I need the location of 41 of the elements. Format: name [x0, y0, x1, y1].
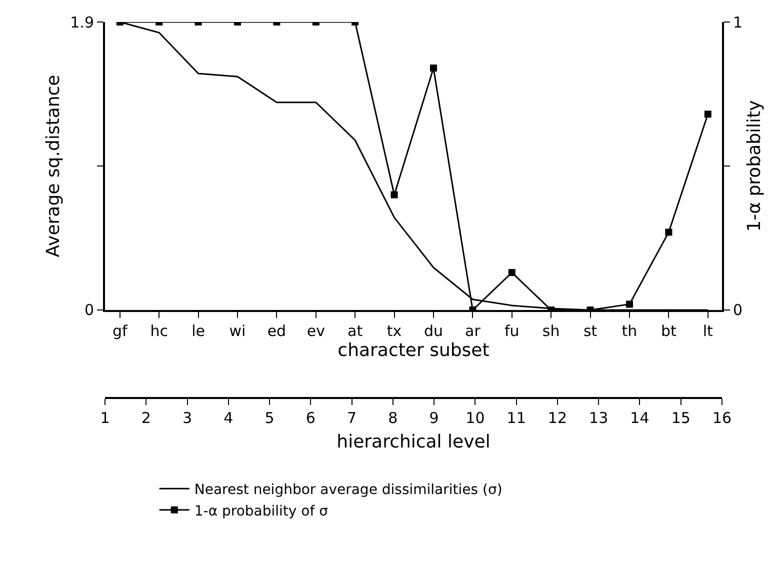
x-tick-label: du [424, 322, 444, 340]
x-tick-label: le [192, 322, 205, 340]
y2-tick-label: 1 [733, 13, 743, 32]
x2-tick-label: 15 [671, 408, 690, 427]
x2-axis-title: hierarchical level [336, 432, 490, 452]
x2-tick-label: 16 [712, 408, 732, 427]
x-tick-label: wi [229, 322, 246, 340]
x-tick-label: lt [702, 322, 714, 340]
x-tick-label: hc [150, 322, 168, 340]
x2-tick-label: 4 [224, 408, 234, 427]
x2-tick-label: 7 [347, 408, 357, 427]
x-tick-label: st [583, 322, 598, 340]
x-tick-label: bt [660, 322, 677, 340]
y2-tick-label: 0 [733, 301, 743, 320]
x2-tick-label: 13 [589, 408, 608, 427]
x-tick-label: sh [542, 322, 560, 340]
legend-label: Nearest neighbor average dissimilarities (σ) [194, 482, 502, 498]
x2-tick-label: 2 [141, 408, 151, 427]
x-tick-label: ev [306, 322, 326, 340]
x-tick-label: gf [112, 322, 128, 340]
x-tick-label: tx [386, 322, 402, 340]
x2-tick-label: 10 [466, 408, 485, 427]
x2-tick-label: 3 [182, 408, 192, 427]
y2-axis-title: 1-α probability [744, 100, 766, 232]
y-tick-label: 1.9 [70, 13, 94, 32]
x-tick-label: th [622, 322, 638, 340]
x2-tick-label: 14 [630, 408, 650, 427]
x2-tick-label: 5 [264, 408, 274, 427]
legend-label: 1-α probability of σ [194, 503, 328, 520]
y-axis-title: Average sq.distance [42, 74, 64, 258]
x-axis-title: character subset [338, 340, 490, 361]
x2-tick-label: 11 [506, 408, 526, 427]
x-tick-label: ed [267, 322, 286, 340]
x-tick-label: fu [504, 322, 520, 340]
x2-tick-label: 8 [388, 408, 398, 427]
x2-tick-label: 12 [548, 408, 568, 427]
x2-tick-label: 6 [306, 408, 316, 427]
x-tick-label: at [348, 322, 363, 340]
x2-tick-label: 9 [429, 408, 439, 427]
x-tick-label: ar [465, 322, 482, 340]
x2-tick-label: 1 [100, 408, 110, 427]
